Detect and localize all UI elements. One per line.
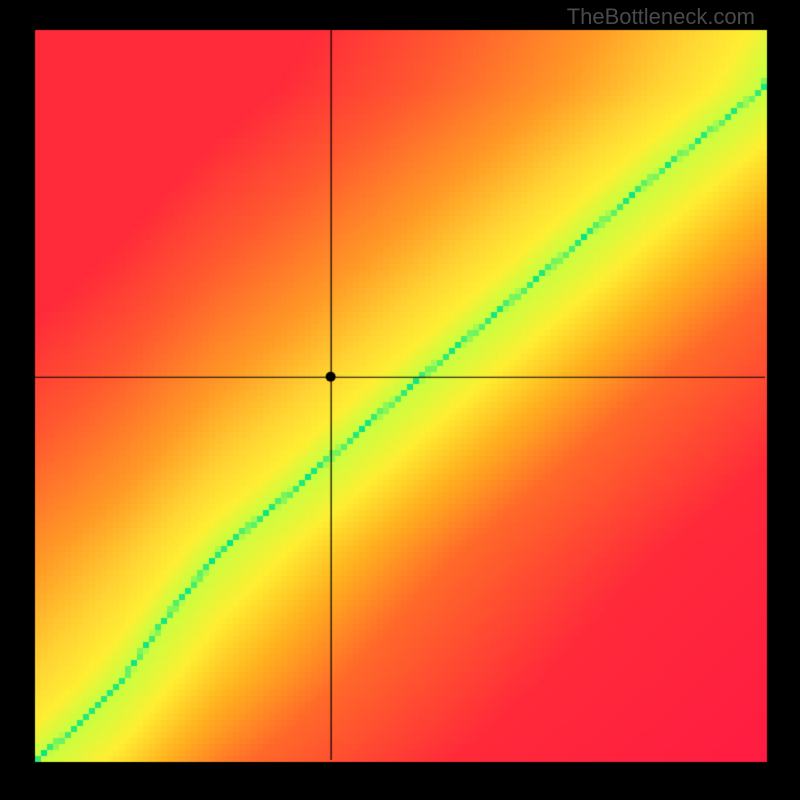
chart-container: TheBottleneck.com <box>0 0 800 800</box>
heatmap-canvas <box>0 0 800 800</box>
watermark-text: TheBottleneck.com <box>567 4 755 30</box>
